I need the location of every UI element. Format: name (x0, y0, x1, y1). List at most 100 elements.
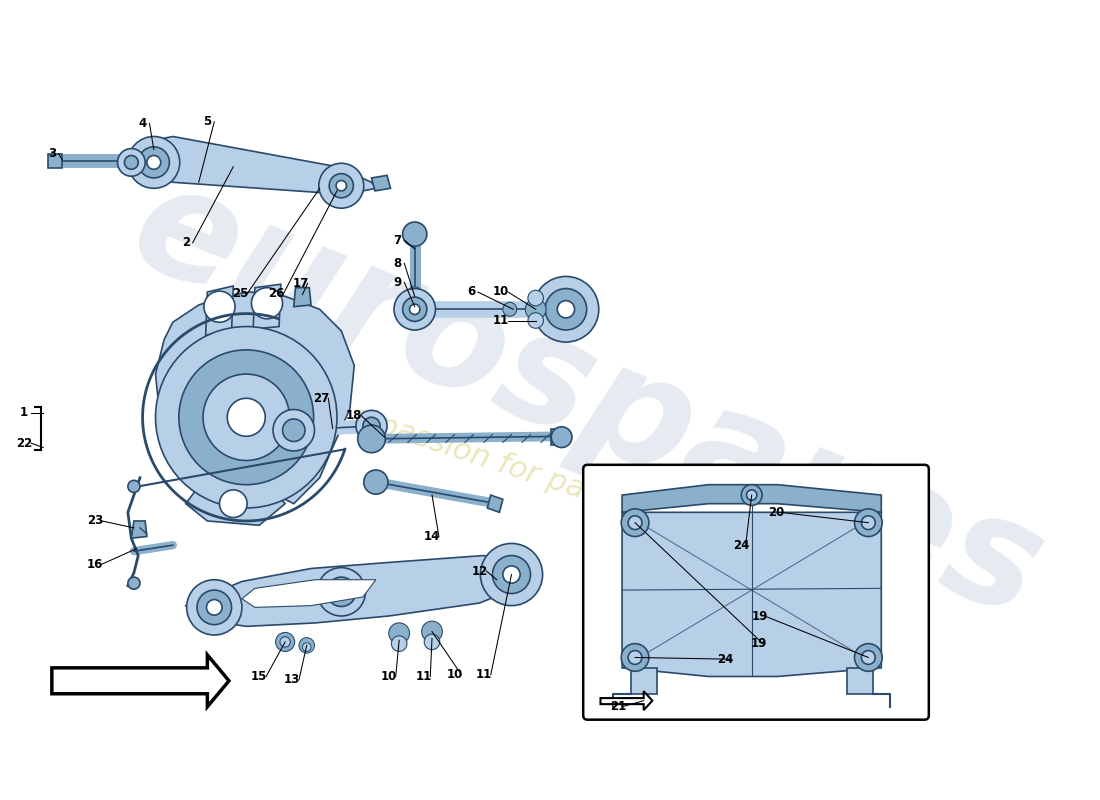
Text: 19: 19 (752, 610, 769, 622)
Circle shape (528, 290, 543, 306)
Circle shape (621, 509, 649, 537)
Text: 18: 18 (346, 409, 362, 422)
Circle shape (279, 637, 290, 647)
Text: 13: 13 (284, 674, 300, 686)
Circle shape (861, 516, 876, 530)
Circle shape (276, 633, 295, 651)
Text: 12: 12 (472, 565, 487, 578)
Circle shape (204, 291, 235, 322)
Circle shape (358, 425, 385, 453)
Circle shape (741, 485, 762, 506)
Circle shape (534, 277, 598, 342)
Text: 10: 10 (447, 668, 463, 682)
Circle shape (337, 181, 346, 191)
Text: 2: 2 (182, 236, 190, 250)
Text: 6: 6 (466, 286, 475, 298)
Circle shape (425, 634, 440, 650)
Polygon shape (601, 691, 652, 710)
Circle shape (407, 287, 422, 302)
Circle shape (403, 297, 427, 322)
Circle shape (317, 568, 365, 616)
Polygon shape (52, 655, 229, 706)
Circle shape (558, 301, 574, 318)
Polygon shape (630, 668, 657, 694)
Text: 16: 16 (87, 558, 103, 570)
Circle shape (528, 313, 543, 328)
Text: 11: 11 (475, 668, 492, 682)
Text: 4: 4 (139, 117, 146, 130)
Text: 17: 17 (293, 277, 309, 290)
Polygon shape (128, 137, 376, 194)
Circle shape (319, 163, 364, 208)
Polygon shape (47, 154, 63, 169)
Text: 26: 26 (268, 287, 285, 300)
Text: 3: 3 (47, 147, 56, 160)
Circle shape (409, 304, 420, 314)
Text: eurospares: eurospares (112, 150, 1064, 650)
Text: 10: 10 (381, 670, 397, 683)
Circle shape (409, 301, 421, 313)
Polygon shape (372, 175, 390, 191)
Polygon shape (847, 668, 872, 694)
Polygon shape (253, 284, 280, 329)
Circle shape (204, 374, 289, 461)
Circle shape (621, 644, 649, 671)
Text: 19: 19 (750, 637, 767, 650)
Circle shape (421, 621, 442, 642)
Circle shape (147, 155, 161, 170)
Circle shape (197, 590, 232, 625)
Text: 24: 24 (717, 653, 734, 666)
Circle shape (546, 289, 586, 330)
Text: 11: 11 (493, 314, 509, 327)
Circle shape (128, 137, 179, 188)
Circle shape (179, 350, 314, 485)
Text: 25: 25 (232, 287, 249, 300)
Circle shape (861, 650, 876, 664)
Circle shape (855, 509, 882, 537)
Circle shape (403, 222, 427, 246)
Text: 14: 14 (424, 530, 440, 543)
Text: 11: 11 (415, 670, 431, 683)
Polygon shape (186, 485, 285, 526)
Circle shape (329, 174, 353, 198)
Circle shape (503, 302, 517, 316)
Circle shape (252, 288, 283, 318)
Text: 24: 24 (733, 538, 749, 552)
Circle shape (207, 599, 222, 615)
Circle shape (327, 577, 356, 606)
FancyBboxPatch shape (583, 465, 928, 720)
Circle shape (273, 410, 315, 451)
Polygon shape (294, 288, 311, 306)
Circle shape (139, 147, 169, 178)
Circle shape (364, 470, 388, 494)
Circle shape (526, 299, 546, 320)
Text: 21: 21 (609, 700, 626, 714)
Circle shape (855, 644, 882, 671)
Text: 27: 27 (314, 392, 330, 405)
Polygon shape (186, 555, 526, 626)
Circle shape (388, 623, 409, 644)
Circle shape (302, 642, 311, 651)
Text: 20: 20 (768, 506, 784, 519)
Circle shape (220, 490, 248, 518)
Circle shape (356, 410, 387, 442)
Text: 10: 10 (493, 286, 509, 298)
Circle shape (493, 555, 530, 594)
Circle shape (481, 543, 542, 606)
Circle shape (299, 638, 315, 653)
Polygon shape (487, 495, 503, 512)
Circle shape (128, 480, 140, 493)
Text: 15: 15 (251, 670, 267, 683)
Text: a passion for parts since 1985: a passion for parts since 1985 (346, 402, 794, 571)
Text: 22: 22 (16, 437, 32, 450)
Circle shape (283, 419, 305, 442)
Text: 9: 9 (394, 276, 402, 289)
Polygon shape (623, 512, 881, 677)
Circle shape (128, 577, 140, 590)
Text: 23: 23 (87, 514, 103, 527)
Circle shape (551, 426, 572, 447)
Polygon shape (551, 430, 565, 445)
Circle shape (334, 585, 349, 598)
Text: 7: 7 (394, 234, 402, 246)
Text: 5: 5 (204, 115, 211, 128)
